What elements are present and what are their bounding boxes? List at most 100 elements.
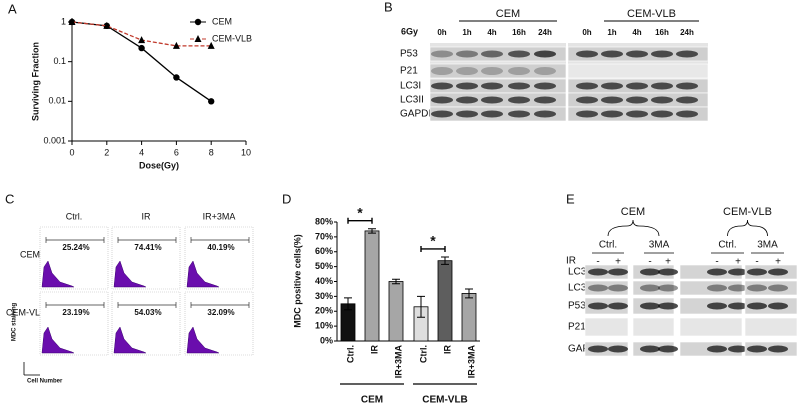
- subgroup-label: 3MA: [757, 240, 778, 251]
- blot-band: [626, 96, 648, 104]
- histogram: [186, 260, 220, 288]
- sign: +: [775, 257, 781, 268]
- lane-label: 0h: [582, 28, 591, 37]
- error-bar: [465, 288, 473, 299]
- sign: +: [615, 257, 621, 268]
- blot-band: [676, 82, 698, 90]
- bar: [437, 260, 453, 342]
- annotation: *: [357, 204, 363, 220]
- panel-label: C: [5, 191, 14, 206]
- panel-label: D: [282, 191, 291, 206]
- percentage: 54.03%: [134, 308, 161, 317]
- percentage: 40.19%: [207, 243, 234, 252]
- blot-band: [431, 50, 453, 58]
- histogram: [41, 260, 75, 288]
- y-tick-label: 0.001: [43, 135, 66, 145]
- group-label: CEM-VLB: [422, 395, 468, 406]
- blot-band: [707, 284, 727, 292]
- blot-band: [534, 67, 556, 75]
- lane-label: 16h: [512, 28, 526, 37]
- gate: [45, 302, 105, 308]
- x-axis-label: Dose(Gy): [139, 160, 179, 170]
- x-tick-label: 10: [241, 147, 251, 157]
- significance-bracket: [420, 245, 446, 252]
- x-tick-label: Ctrl.: [345, 345, 355, 363]
- error-bar: [441, 256, 449, 265]
- histogram: [186, 326, 220, 354]
- percentage: 25.24%: [62, 243, 89, 252]
- x-tick-label: 0: [69, 147, 74, 157]
- blot-band: [588, 268, 608, 276]
- blot-band: [431, 96, 453, 104]
- y-tick-label: 20%: [315, 306, 333, 316]
- blot-band: [481, 67, 503, 75]
- blot-band: [747, 268, 767, 276]
- blot-strip: [679, 280, 743, 296]
- blot-band: [508, 67, 530, 75]
- histogram: [113, 326, 147, 354]
- blot-band: [768, 268, 788, 276]
- marker: [172, 41, 180, 49]
- blot-strip: [679, 317, 743, 337]
- blot-band: [601, 96, 623, 104]
- x-tick-label: 6: [174, 147, 179, 157]
- blot-band: [431, 82, 453, 90]
- blot-band: [456, 110, 478, 118]
- blot-band: [608, 268, 628, 276]
- blot-band: [601, 50, 623, 58]
- legend-label: CEM: [212, 16, 232, 26]
- blot-band: [651, 110, 673, 118]
- x-tick-label: Ctrl.: [418, 345, 428, 363]
- x-tick-label: IR: [369, 344, 379, 354]
- panel-label: B: [384, 0, 393, 14]
- significance-bracket: [347, 217, 373, 224]
- blot-band: [576, 50, 598, 58]
- gate: [45, 237, 105, 243]
- x-tick-label: IR+3MA: [393, 345, 403, 379]
- blot-band: [626, 82, 648, 90]
- y-tick-label: 1: [61, 16, 66, 26]
- blot-band: [588, 302, 608, 310]
- blot-band: [608, 345, 628, 353]
- sign: -: [648, 257, 651, 268]
- blot-strip: [584, 280, 629, 296]
- row-label: LC3II: [568, 283, 592, 294]
- blot-band: [481, 50, 503, 58]
- x-axis-label: Cell Number: [27, 379, 63, 385]
- blot-band: [456, 82, 478, 90]
- x-tick-label: 2: [104, 147, 109, 157]
- group-label: CEM: [496, 8, 520, 20]
- blot-band: [651, 82, 673, 90]
- panel-label: E: [566, 191, 575, 206]
- lane-label: 24h: [538, 28, 552, 37]
- marker: [194, 18, 202, 26]
- y-tick-label: 0.01: [48, 96, 66, 106]
- x-tick-label: 8: [209, 147, 214, 157]
- blot-band: [534, 96, 556, 104]
- blot-band: [676, 50, 698, 58]
- blot-band: [534, 50, 556, 58]
- gate: [117, 237, 177, 243]
- blot-band: [608, 302, 628, 310]
- y-tick-label: 0.1: [53, 56, 66, 66]
- y-tick-label: 30%: [315, 291, 333, 301]
- y-axis-label: MDC positive cells(%): [292, 234, 302, 328]
- blot-band: [658, 345, 678, 353]
- blot-band: [747, 302, 767, 310]
- blot-strip: [584, 317, 629, 337]
- blot-band: [456, 96, 478, 104]
- blot-strip: [744, 317, 798, 337]
- row-label: LC3I: [568, 267, 589, 278]
- blot-band: [676, 96, 698, 104]
- blot-band: [576, 96, 598, 104]
- lane-label: 4h: [632, 28, 641, 37]
- lane-label: 1h: [462, 28, 471, 37]
- row-label: P53: [400, 49, 418, 60]
- blot-band: [640, 345, 660, 353]
- blot-band: [431, 110, 453, 118]
- subgroup-label: 3MA: [649, 240, 670, 251]
- blot-strip: [567, 63, 709, 79]
- blot-band: [431, 67, 453, 75]
- sign: -: [596, 257, 599, 268]
